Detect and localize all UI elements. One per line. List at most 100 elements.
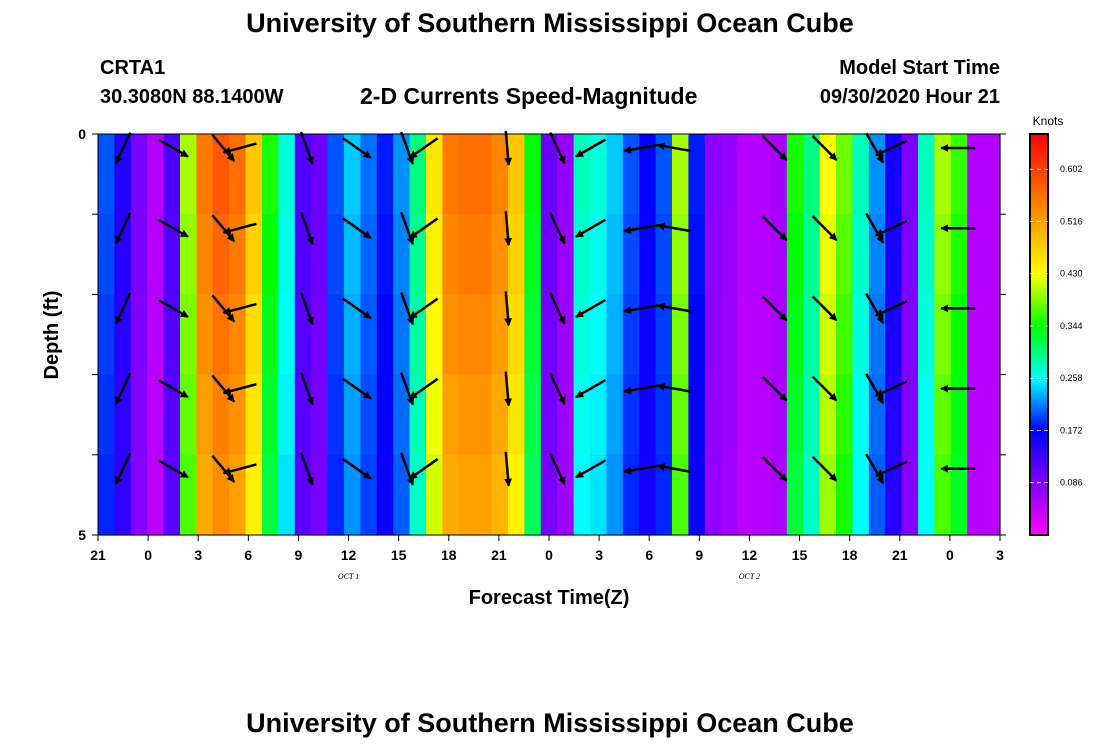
heatmap-cell <box>114 214 132 295</box>
heatmap-cell <box>950 454 968 536</box>
heatmap-cell <box>786 454 804 536</box>
heatmap-cell <box>950 374 968 456</box>
colorbar-tick-label: 0.430 <box>1060 269 1083 279</box>
current-arrow <box>299 291 314 326</box>
heatmap-cell <box>442 454 460 536</box>
heatmap-cell <box>885 374 903 456</box>
current-arrow <box>575 379 607 399</box>
heatmap-cell <box>294 294 312 376</box>
colorbar-tick-label: 0.344 <box>1060 321 1083 331</box>
heatmap-cell <box>245 374 263 456</box>
current-arrow <box>623 384 658 395</box>
heatmap-cell <box>376 374 394 456</box>
current-arrow <box>114 212 132 245</box>
x-axis-label: Forecast Time(Z) <box>469 587 630 609</box>
station-id: CRTA1 <box>100 57 166 79</box>
heatmap-cell <box>245 454 263 536</box>
heatmap-cell <box>901 454 919 536</box>
heatmap-cell <box>508 374 525 456</box>
heatmap-cell <box>868 374 886 456</box>
heatmap-cell <box>344 294 361 376</box>
heatmap-cell <box>704 454 722 536</box>
heatmap-cell <box>983 374 1001 456</box>
heatmap-cell <box>163 374 181 456</box>
heatmap-cell <box>114 454 132 536</box>
heatmap-cell <box>294 214 312 295</box>
current-arrow <box>504 451 513 487</box>
x-tick-label: 6 <box>244 547 252 563</box>
heatmap-cell <box>557 454 575 536</box>
x-tick-label: 12 <box>341 547 357 563</box>
heatmap-cell <box>967 454 985 536</box>
current-arrow <box>875 139 908 157</box>
heatmap-cell <box>573 294 591 376</box>
current-arrow <box>114 372 132 405</box>
heatmap-cell <box>262 134 279 215</box>
heatmap-cell <box>524 294 542 376</box>
heatmap-cell <box>704 294 722 376</box>
heatmap-cell <box>754 454 771 536</box>
heatmap-cell <box>344 134 361 215</box>
current-arrow <box>811 375 838 402</box>
heatmap-cell <box>655 454 673 536</box>
heatmap-cell <box>311 134 329 215</box>
heatmap-cell <box>737 374 755 456</box>
heatmap-cell <box>393 454 411 536</box>
heatmap-cell <box>934 294 952 376</box>
x-tick-label: 18 <box>842 547 858 563</box>
current-arrow <box>575 298 607 318</box>
current-arrow <box>400 291 415 326</box>
heatmap-cell <box>721 454 739 536</box>
current-arrow <box>875 460 908 478</box>
y-axis-label: Depth (ft) <box>41 291 63 380</box>
colorbar-tick-label: 0.516 <box>1060 216 1083 226</box>
heatmap-cell <box>458 294 476 376</box>
current-arrow <box>400 452 415 486</box>
colorbar-unit: Knots <box>1033 114 1064 128</box>
heatmap-cell <box>786 294 804 376</box>
heatmap-cell <box>245 294 263 376</box>
heatmap-cell <box>147 374 165 456</box>
x-tick-label: 21 <box>90 547 106 563</box>
heatmap-cell <box>639 134 657 215</box>
current-arrow <box>623 224 658 234</box>
heatmap-cell <box>622 134 640 215</box>
current-arrows <box>114 130 976 487</box>
current-arrow <box>400 211 415 246</box>
y-tick-label: 0 <box>78 126 86 142</box>
current-arrow <box>575 218 607 238</box>
heatmap-cell <box>918 214 935 295</box>
heatmap-cell <box>344 454 361 536</box>
heatmap-cell <box>967 294 985 376</box>
heatmap-cell <box>836 294 853 376</box>
heatmap-cell <box>754 134 771 215</box>
heatmap-cell <box>622 214 640 295</box>
current-arrow <box>761 295 788 322</box>
date-label: OCT 2 <box>739 572 760 581</box>
heatmap-cell <box>426 454 443 536</box>
heatmap-cell <box>491 134 509 215</box>
heatmap-cell <box>311 454 329 536</box>
x-tick-label: 9 <box>695 547 703 563</box>
current-arrow <box>656 382 692 393</box>
heatmap-cell <box>196 214 214 295</box>
heatmap-cell <box>442 374 460 456</box>
current-arrow <box>408 137 439 159</box>
current-arrow <box>623 304 658 315</box>
heatmap-cell <box>360 294 378 376</box>
heatmap-cell <box>508 134 525 215</box>
current-arrow <box>222 382 257 396</box>
heatmap-cell <box>868 294 886 376</box>
current-arrow <box>504 371 513 407</box>
heatmap-cell <box>983 214 1001 295</box>
current-arrow <box>342 137 372 159</box>
current-arrow <box>865 453 885 485</box>
heatmap-cell <box>934 454 952 536</box>
x-tick-label: 15 <box>391 547 407 563</box>
heatmap-cell <box>590 214 607 295</box>
heatmap-cell <box>278 134 296 215</box>
heatmap-cell <box>327 214 345 295</box>
heatmap-cell <box>540 454 558 536</box>
heatmap-cell <box>98 214 115 295</box>
